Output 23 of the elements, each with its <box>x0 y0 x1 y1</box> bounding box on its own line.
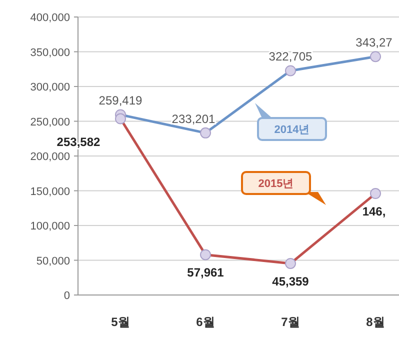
y-tick-label: 0 <box>64 290 70 302</box>
data-label: 233,201 <box>172 112 216 126</box>
text: 2014년 <box>274 124 310 136</box>
data-label: 57,961 <box>187 266 224 280</box>
data-label: 259,419 <box>98 94 143 108</box>
x-tick-label: 7월 <box>281 315 300 329</box>
y-tick-label: 250,000 <box>30 116 70 128</box>
y-tick-label: 50,000 <box>36 255 70 268</box>
data-label: 253,582 <box>56 134 101 149</box>
annotation: 146, <box>362 204 386 219</box>
y-tick-label: 300,000 <box>30 82 70 94</box>
x-tick-label: 6월 <box>196 315 215 329</box>
x-tick-label: 5월 <box>111 315 130 329</box>
data-label: 322,705 <box>268 50 313 64</box>
x-tick-label: 8월 <box>366 315 385 329</box>
y-tick-label: 150,000 <box>30 186 70 198</box>
annotation: 343,27 <box>356 36 393 50</box>
y-tick-label: 200,000 <box>30 151 70 163</box>
y-tick-label: 100,000 <box>30 220 70 232</box>
y-tick-label: 350,000 <box>30 46 70 59</box>
data-label: 45,359 <box>272 274 310 288</box>
y-tick-label: 400,000 <box>30 12 70 24</box>
text: 2015년 <box>258 178 294 190</box>
